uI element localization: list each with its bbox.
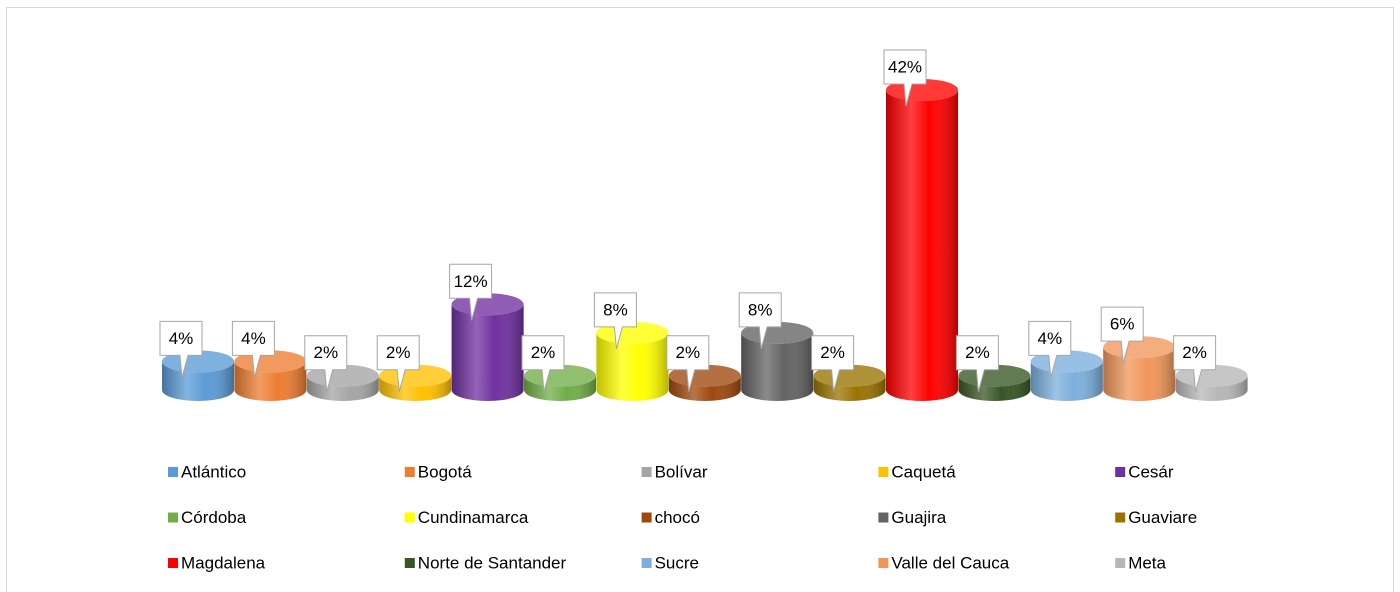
bar-shade <box>741 332 814 402</box>
legend-swatch <box>641 558 652 568</box>
bar-shade <box>813 375 886 402</box>
legend-swatch <box>878 558 889 568</box>
legend-swatch <box>878 512 889 523</box>
legend-label: Meta <box>1128 553 1166 572</box>
legend-label: chocó <box>655 508 700 527</box>
value-label: 2% <box>314 343 339 362</box>
value-label: 8% <box>748 300 773 319</box>
chart-frame <box>6 7 1394 592</box>
value-label: 4% <box>241 329 266 348</box>
value-label: 2% <box>531 343 556 362</box>
legend-swatch <box>168 512 178 523</box>
value-label: 2% <box>1182 343 1207 362</box>
bar-shade <box>451 304 524 401</box>
value-label-box <box>811 335 855 392</box>
value-label-box <box>738 292 782 349</box>
legend-swatch <box>641 512 652 523</box>
bar-shade <box>162 361 234 401</box>
legend-label: Guajira <box>891 508 946 527</box>
value-label-box <box>593 292 637 349</box>
bar-shade <box>1103 347 1176 402</box>
value-label: 4% <box>169 329 194 348</box>
legend-label: Cesár <box>1128 462 1174 481</box>
value-label-box <box>521 335 565 392</box>
value-label: 2% <box>820 343 845 362</box>
value-label-box <box>159 320 203 378</box>
bar-shade <box>306 375 379 402</box>
value-label: 42% <box>888 57 922 76</box>
legend-label: Magdalena <box>181 553 266 572</box>
value-label-box <box>304 335 348 392</box>
legend-swatch <box>1115 558 1126 568</box>
legend-label: Bolívar <box>655 462 708 481</box>
value-label: 2% <box>965 343 990 362</box>
bar-shade <box>596 332 669 402</box>
bar-shade <box>234 361 307 402</box>
legend-label: Sucre <box>655 553 699 572</box>
legend-label: Guaviare <box>1128 508 1197 527</box>
legend-swatch <box>1115 467 1126 477</box>
legend-swatch <box>168 467 178 477</box>
legend-label: Cundinamarca <box>418 508 529 527</box>
legend-swatch <box>404 558 415 568</box>
value-label-box <box>231 320 275 378</box>
legend-swatch <box>641 467 652 477</box>
value-label: 2% <box>386 343 411 362</box>
value-label-box <box>666 335 710 392</box>
legend-swatch <box>1115 512 1126 523</box>
value-label: 2% <box>676 343 701 362</box>
value-label: 4% <box>1038 329 1063 348</box>
bar-shade <box>886 90 958 401</box>
value-label-box <box>1173 335 1217 392</box>
legend-label: Norte de Santander <box>418 553 567 572</box>
value-label-box <box>1100 306 1144 364</box>
value-label-box <box>1028 320 1072 378</box>
value-label-box <box>883 49 927 107</box>
legend-label: Atlántico <box>181 462 246 481</box>
value-label: 6% <box>1110 315 1135 334</box>
legend-label: Córdoba <box>181 508 247 527</box>
legend-swatch <box>878 467 889 477</box>
bar-shade <box>524 375 596 401</box>
bar-shade <box>958 375 1031 402</box>
value-label-box <box>449 263 493 321</box>
value-label: 8% <box>603 300 628 319</box>
value-label: 12% <box>454 272 488 291</box>
legend-label: Valle del Cauca <box>891 553 1009 572</box>
legend-swatch <box>404 512 415 523</box>
value-label-box <box>955 335 999 392</box>
legend-swatch <box>168 558 178 568</box>
legend-swatch <box>404 467 415 477</box>
bar-shade <box>1030 361 1103 402</box>
bar-shade <box>379 375 452 402</box>
legend-label: Bogotá <box>418 462 472 481</box>
legend-label: Caquetá <box>891 462 956 481</box>
bar-shade <box>668 375 741 402</box>
value-label-box <box>376 335 420 392</box>
bar-shade <box>1175 375 1248 402</box>
